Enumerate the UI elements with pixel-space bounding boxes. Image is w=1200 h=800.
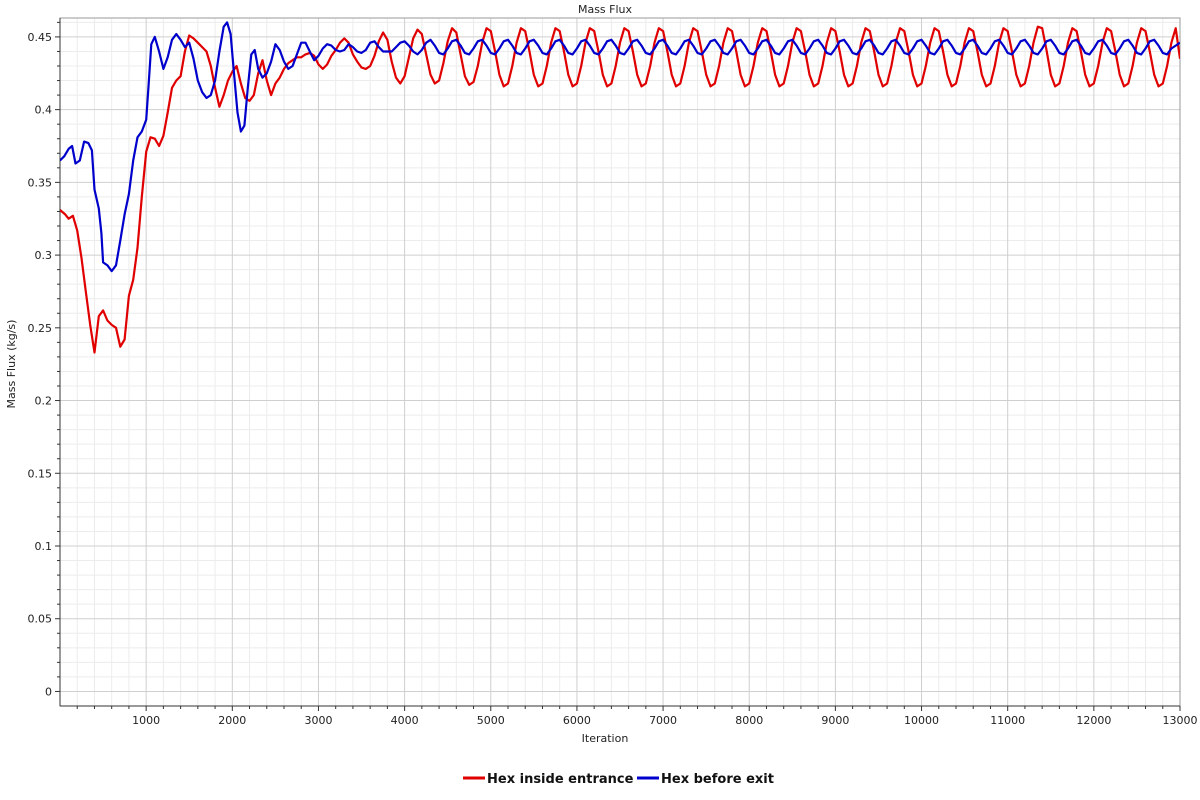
x-tick-label: 4000 <box>391 714 419 727</box>
series-line-hex-before-exit <box>60 21 1180 273</box>
legend-label: Hex inside entrance <box>487 772 634 787</box>
y-tick-label: 0.2 <box>35 395 53 408</box>
y-tick-label: 0.3 <box>35 249 53 262</box>
y-axis-title: Mass Flux (kg/s) <box>5 320 18 409</box>
x-axis-title: Iteration <box>582 732 629 745</box>
y-tick-label: 0.35 <box>28 176 53 189</box>
x-tick-label: 8000 <box>735 714 763 727</box>
y-tick-label: 0.05 <box>28 613 53 626</box>
y-tick-label: 0.1 <box>35 540 53 553</box>
chart-title: Mass Flux <box>578 3 633 16</box>
y-tick-label: 0.4 <box>35 104 53 117</box>
y-tick-label: 0.25 <box>28 322 53 335</box>
y-tick-label: 0.15 <box>28 467 53 480</box>
x-tick-label: 1000 <box>132 714 160 727</box>
x-tick-label: 10000 <box>904 714 939 727</box>
axes: 1000 2000 3000 4000 5000 6000 7000 8000 9000 1000… <box>28 17 1198 727</box>
x-tick-label: 2000 <box>218 714 246 727</box>
legend: Hex inside entrance Hex before exit <box>463 772 774 787</box>
x-tick-label: 9000 <box>821 714 849 727</box>
legend-label: Hex before exit <box>661 772 774 787</box>
x-tick-label: 13000 <box>1163 714 1198 727</box>
x-tick-label: 5000 <box>477 714 505 727</box>
x-tick-label: 12000 <box>1076 714 1111 727</box>
y-tick-label: 0.45 <box>28 31 53 44</box>
y-tick-label: 0 <box>45 685 52 698</box>
series-lines <box>60 21 1180 354</box>
x-tick-label: 3000 <box>304 714 332 727</box>
x-tick-label: 6000 <box>563 714 591 727</box>
x-tick-label: 7000 <box>649 714 677 727</box>
grid <box>60 18 1181 706</box>
x-tick-label: 11000 <box>990 714 1025 727</box>
